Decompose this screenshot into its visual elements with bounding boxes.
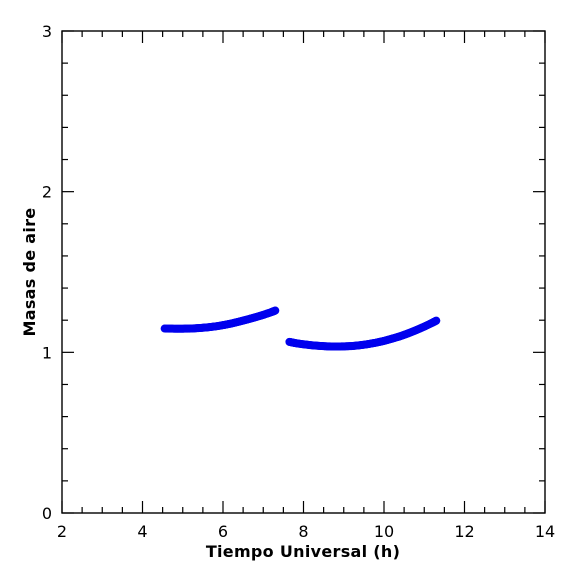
x-tick-label: 14 [535,522,555,541]
data-points [160,306,441,351]
x-tick-label: 4 [137,522,147,541]
x-tick-label: 8 [298,522,308,541]
plot-area [61,30,546,514]
y-tick-label: 0 [42,504,52,523]
y-tick-label: 2 [42,183,52,202]
x-axis-title: Tiempo Universal (h) [206,542,400,561]
y-axis-title: Masas de aire [20,208,39,337]
series-2 [285,316,441,351]
x-tick-label: 2 [57,522,67,541]
series-1 [160,306,280,333]
x-tick-label: 6 [218,522,228,541]
x-tick-label: 10 [374,522,394,541]
data-point [271,306,280,315]
plot-frame [61,30,546,514]
y-tick-label: 1 [42,343,52,362]
axis-ticks [61,30,546,514]
y-tick-label: 3 [42,22,52,41]
data-point [432,316,441,325]
x-tick-label: 12 [454,522,474,541]
